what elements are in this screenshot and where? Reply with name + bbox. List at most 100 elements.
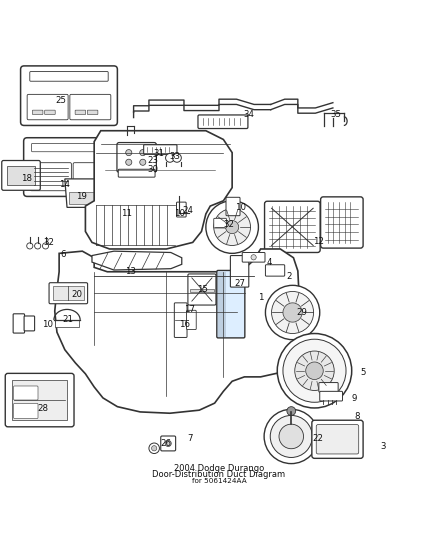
Text: 25: 25 [55,95,66,104]
Circle shape [149,443,159,454]
Text: 33: 33 [170,151,181,160]
Text: 6: 6 [61,250,66,259]
Text: 32: 32 [223,220,234,229]
Bar [53,286,84,300]
Text: 10: 10 [234,203,246,212]
FancyBboxPatch shape [14,403,38,418]
FancyBboxPatch shape [161,436,176,451]
Bar [190,289,214,292]
Circle shape [152,446,157,451]
Text: 13: 13 [125,267,136,276]
FancyBboxPatch shape [30,163,71,191]
Text: 14: 14 [59,180,71,189]
FancyBboxPatch shape [174,303,187,337]
Bar [7,166,35,185]
Text: for 5061424AA: for 5061424AA [192,478,246,484]
Circle shape [126,159,132,165]
FancyBboxPatch shape [230,255,249,287]
Text: 19: 19 [76,192,86,201]
FancyBboxPatch shape [2,160,40,190]
Text: 15: 15 [197,285,208,294]
Circle shape [126,150,132,156]
Circle shape [214,209,251,246]
Text: 29: 29 [296,308,307,317]
Text: 9: 9 [351,394,357,403]
Text: Door-Distribution Duct Diagram: Door-Distribution Duct Diagram [152,471,286,480]
Text: 10: 10 [42,320,53,329]
FancyBboxPatch shape [75,110,85,115]
Text: 1: 1 [258,293,263,302]
FancyBboxPatch shape [49,282,88,304]
FancyBboxPatch shape [45,110,55,115]
Text: 20: 20 [71,290,82,300]
Circle shape [306,362,323,379]
Circle shape [283,339,346,402]
FancyBboxPatch shape [32,143,115,152]
Circle shape [295,351,334,391]
FancyBboxPatch shape [214,219,226,228]
Text: 22: 22 [312,434,323,443]
FancyBboxPatch shape [265,265,285,276]
Text: 28: 28 [37,405,49,414]
FancyBboxPatch shape [24,316,35,331]
Circle shape [283,303,302,322]
FancyBboxPatch shape [226,197,240,216]
FancyBboxPatch shape [319,383,338,392]
FancyBboxPatch shape [5,374,74,427]
FancyBboxPatch shape [13,314,25,333]
Circle shape [270,415,312,457]
Text: 3: 3 [381,441,386,450]
FancyBboxPatch shape [70,94,111,120]
Text: 11: 11 [120,208,132,217]
Text: 32: 32 [43,238,55,247]
FancyBboxPatch shape [188,274,216,305]
Circle shape [27,243,33,249]
FancyBboxPatch shape [177,202,186,217]
FancyBboxPatch shape [187,310,196,329]
Circle shape [272,292,314,334]
Circle shape [165,440,171,447]
FancyBboxPatch shape [198,115,248,128]
Circle shape [140,159,146,165]
Circle shape [35,243,41,249]
Circle shape [206,201,258,253]
FancyBboxPatch shape [118,169,155,177]
Bar [69,192,98,204]
Text: 35: 35 [331,110,342,118]
Text: 26: 26 [160,439,171,448]
FancyBboxPatch shape [265,201,320,253]
Circle shape [42,243,49,249]
Polygon shape [92,251,182,270]
FancyBboxPatch shape [217,270,245,338]
Polygon shape [85,131,232,249]
FancyBboxPatch shape [144,145,177,155]
Text: 7: 7 [188,434,193,443]
Text: 17: 17 [184,305,195,314]
FancyBboxPatch shape [242,253,265,262]
Text: 12: 12 [313,237,325,246]
Circle shape [166,154,174,162]
Text: 21: 21 [62,316,74,325]
Text: 30: 30 [147,165,158,174]
FancyBboxPatch shape [21,66,117,125]
FancyBboxPatch shape [320,391,343,401]
Text: 2004 Dodge Durango: 2004 Dodge Durango [174,464,264,473]
Text: 34: 34 [243,110,254,118]
FancyBboxPatch shape [117,142,156,172]
FancyBboxPatch shape [316,425,359,454]
Text: 18: 18 [21,174,32,183]
Text: 10: 10 [174,208,185,217]
Circle shape [265,285,320,340]
Text: 8: 8 [354,412,360,421]
FancyBboxPatch shape [30,71,108,81]
FancyBboxPatch shape [14,386,38,400]
Bar [12,381,67,420]
Circle shape [279,424,304,449]
Bar [218,272,226,336]
Text: 2: 2 [286,272,292,281]
Text: 4: 4 [267,259,272,268]
FancyBboxPatch shape [73,163,114,191]
Circle shape [173,154,181,162]
Circle shape [226,221,239,233]
Text: 31: 31 [153,149,164,158]
